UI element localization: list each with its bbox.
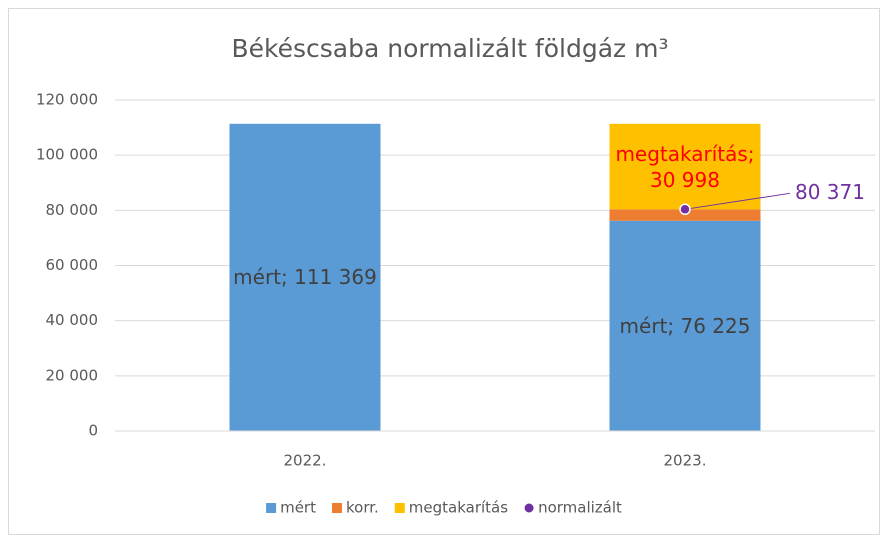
data-label: 80 371 bbox=[795, 180, 865, 204]
leader-line bbox=[684, 192, 791, 210]
bar-segment bbox=[609, 123, 761, 210]
data-label: mért; 111 369 bbox=[233, 265, 377, 290]
x-tick-label: 2022. bbox=[284, 452, 327, 470]
legend-label: megtakarítás bbox=[409, 499, 508, 517]
legend-swatch bbox=[394, 503, 405, 513]
y-tick-label: 80 000 bbox=[46, 201, 99, 219]
y-tick-label: 60 000 bbox=[46, 256, 99, 274]
y-tick-label: 120 000 bbox=[36, 91, 98, 109]
legend-label: mért bbox=[280, 499, 316, 517]
bar-segment bbox=[609, 220, 761, 431]
y-tick-label: 20 000 bbox=[46, 366, 99, 384]
data-label: megtakarítás; 30 998 bbox=[615, 141, 755, 192]
legend-label: korr. bbox=[346, 499, 379, 517]
marker bbox=[679, 203, 691, 216]
legend-swatch bbox=[266, 503, 277, 513]
data-label: mért; 76 225 bbox=[619, 313, 751, 338]
x-tick-label: 2023. bbox=[664, 452, 707, 470]
bar-segment bbox=[229, 123, 381, 431]
y-tick-label: 40 000 bbox=[46, 311, 99, 329]
legend-marker bbox=[523, 502, 535, 514]
legend-swatch bbox=[331, 503, 342, 513]
y-tick-label: 100 000 bbox=[36, 146, 98, 164]
chart-title: Békéscsaba normalizált földgáz m³ bbox=[232, 34, 669, 63]
legend-label: normalizált bbox=[538, 499, 622, 517]
y-tick-label: 0 bbox=[88, 422, 98, 440]
